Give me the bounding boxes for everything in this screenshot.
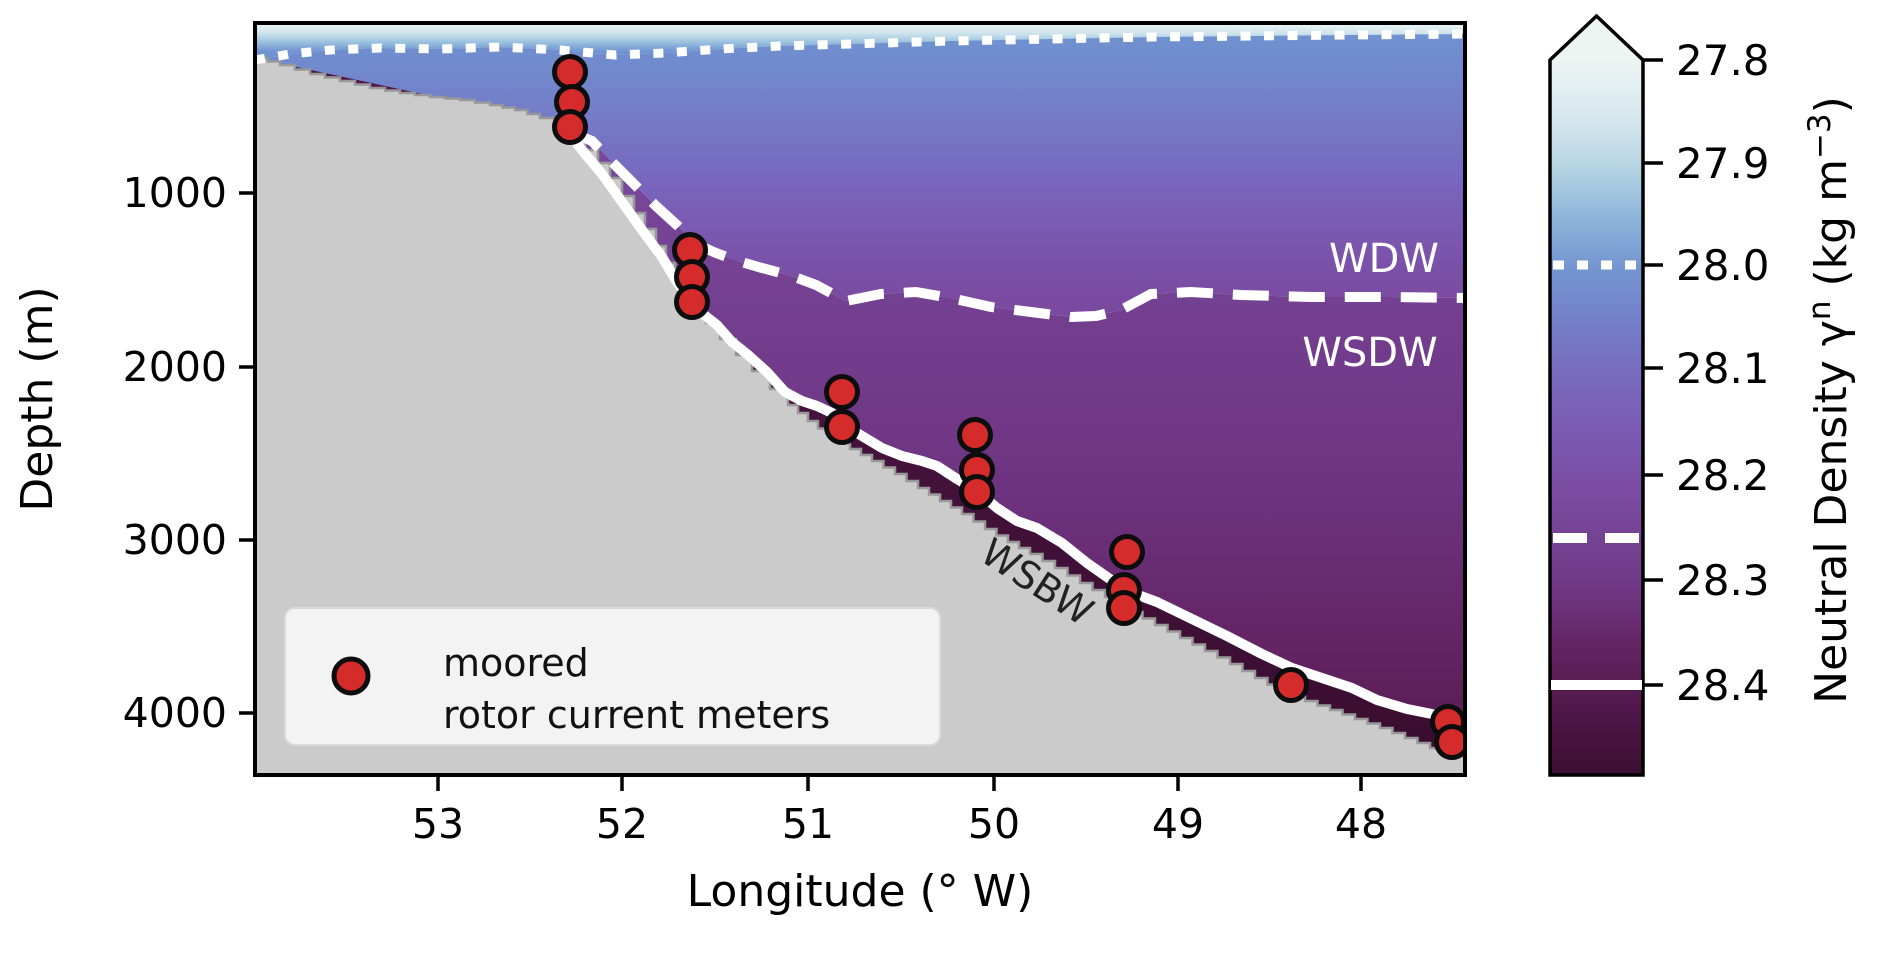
mooring-marker — [957, 417, 993, 453]
y-axis-ticks: 1000 2000 3000 4000 — [123, 169, 255, 737]
colorbar-bar — [1548, 13, 1645, 777]
plot-spines — [253, 21, 1467, 777]
y-tick-label: 3000 — [123, 516, 227, 564]
x-tick-label: 49 — [1152, 800, 1204, 848]
y-axis-label: Depth (m) — [12, 286, 63, 511]
mooring-marker — [674, 284, 710, 320]
colorbar: 27.8 27.9 28.0 28.1 28.2 28.3 28.4 Neutral Den… — [1548, 13, 1857, 777]
mooring-marker — [1109, 534, 1145, 570]
legend-label-line1: moored — [443, 641, 589, 685]
mooring-marker — [1434, 724, 1465, 760]
y-tick-label: 1000 — [123, 169, 227, 217]
legend-marker-icon — [331, 656, 371, 696]
contour-28-26-dashed — [566, 126, 1465, 323]
mooring-markers — [552, 54, 1465, 760]
wdw-label: WDW — [1329, 236, 1439, 282]
x-axis-label: Longitude (° W) — [687, 866, 1034, 917]
mooring-marker — [824, 409, 860, 445]
x-tick-label: 51 — [782, 800, 834, 848]
colorbar-tick-label: 28.3 — [1676, 556, 1770, 605]
x-axis-ticks: 53 52 51 50 49 48 — [412, 775, 1387, 848]
colorbar-tick-label: 27.8 — [1676, 36, 1770, 85]
mooring-marker — [1273, 667, 1309, 703]
mooring-marker — [824, 374, 860, 410]
colorbar-ticks: 27.8 27.9 28.0 28.1 28.2 28.3 28.4 — [1643, 36, 1770, 710]
legend-label-line2: rotor current meters — [443, 693, 830, 737]
colorbar-tick-label: 27.9 — [1676, 139, 1770, 188]
mooring-marker — [552, 54, 588, 90]
colorbar-tick-label: 28.4 — [1676, 661, 1770, 710]
x-tick-label: 50 — [968, 800, 1020, 848]
mooring-marker — [1106, 590, 1142, 626]
mooring-marker — [959, 474, 995, 510]
legend-box — [284, 607, 941, 746]
colorbar-axis-label: Neutral Density γn (kg m−3) — [1802, 96, 1857, 704]
x-tick-label: 52 — [596, 800, 648, 848]
legend: moored rotor current meters — [284, 607, 941, 746]
density-band-surface — [255, 23, 1465, 60]
y-tick-label: 2000 — [123, 343, 227, 391]
colorbar-tick-label: 28.0 — [1676, 241, 1770, 290]
colorbar-tick-label: 28.2 — [1676, 451, 1770, 500]
density-band-wsdw — [562, 124, 1465, 737]
colorbar-tick-label: 28.1 — [1676, 344, 1770, 393]
density-field — [255, 23, 1465, 775]
seafloor-land — [255, 58, 1465, 775]
seafloor-edge — [255, 56, 1465, 763]
y-tick-label: 4000 — [123, 689, 227, 737]
wsdw-label: WSDW — [1302, 330, 1437, 376]
x-tick-label: 48 — [1335, 800, 1387, 848]
x-tick-label: 53 — [412, 800, 464, 848]
mooring-marker — [552, 109, 588, 145]
